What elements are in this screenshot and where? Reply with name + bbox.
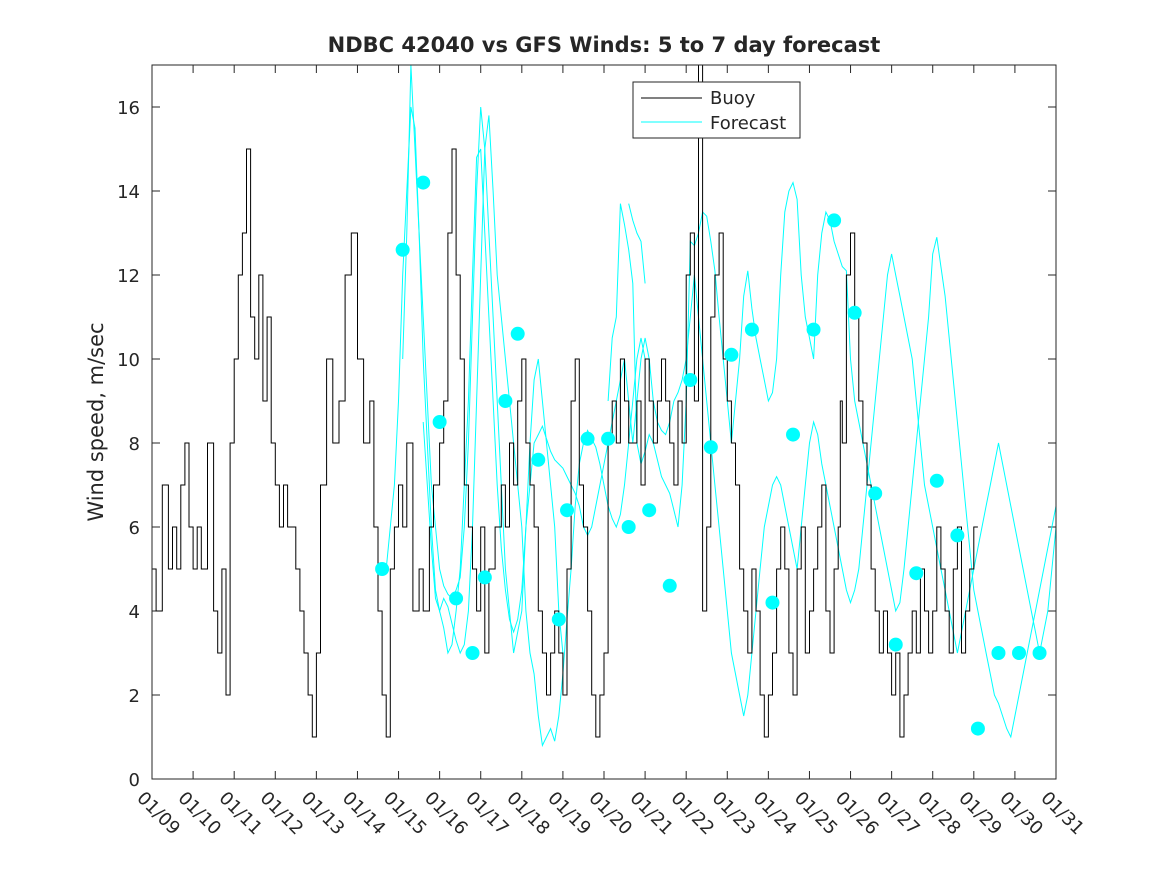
y-tick-label: 2 (129, 686, 140, 707)
forecast-point (847, 305, 862, 320)
y-tick-label: 14 (117, 182, 140, 203)
forecast-point (621, 520, 636, 534)
forecast-line (628, 203, 646, 284)
chart-title: NDBC 42040 vs GFS Winds: 5 to 7 day fore… (328, 33, 881, 57)
y-tick-label: 0 (129, 770, 140, 791)
forecast-point (929, 473, 944, 488)
forecast-point (950, 528, 965, 543)
forecast-point (888, 637, 903, 652)
forecast-point (580, 431, 595, 446)
forecast-point (765, 595, 780, 610)
plot-frame (151, 64, 1057, 780)
forecast-point (806, 322, 821, 337)
series-layer (152, 64, 1057, 748)
legend-buoy-label: Buoy (710, 88, 756, 109)
forecast-point (432, 415, 447, 429)
forecast-point (642, 503, 657, 518)
y-tick-label: 4 (129, 602, 140, 623)
forecast-line (422, 148, 1057, 717)
forecast-point (416, 175, 431, 190)
forecast-point (601, 431, 616, 446)
forecast-point (510, 326, 525, 341)
forecast-point (551, 612, 566, 627)
y-axis-label: Wind speed, m/sec (84, 322, 108, 521)
buoy-line (152, 64, 978, 738)
forecast-point (827, 213, 842, 228)
forecast-point (786, 427, 801, 442)
forecast-line (607, 181, 1057, 739)
forecast-point (703, 440, 718, 455)
y-tick-label: 10 (117, 350, 140, 371)
forecast-line (402, 64, 564, 654)
forecast-point (970, 721, 985, 736)
legend-box (632, 81, 801, 139)
forecast-point (683, 373, 698, 387)
forecast-point (724, 347, 739, 362)
forecast-point (449, 591, 464, 606)
y-tick-label: 6 (129, 518, 140, 539)
y-tick-label: 12 (117, 266, 140, 287)
y-tick-label: 16 (117, 98, 140, 119)
forecast-point (868, 486, 883, 501)
forecast-point (465, 646, 480, 660)
forecast-point (662, 578, 677, 593)
forecast-point (909, 566, 924, 581)
forecast-point (531, 452, 546, 467)
y-tick-label: 8 (129, 434, 140, 455)
legend-forecast-label: Forecast (710, 113, 786, 134)
forecast-point (560, 503, 575, 518)
forecast-point (991, 646, 1006, 660)
forecast-point (1012, 646, 1027, 660)
forecast-point (477, 570, 492, 585)
forecast-point (1032, 646, 1047, 660)
forecast-point (375, 562, 390, 576)
forecast-point (498, 394, 513, 408)
forecast-point (395, 242, 410, 257)
legend: Buoy Forecast (632, 81, 801, 139)
forecast-point (744, 322, 759, 337)
